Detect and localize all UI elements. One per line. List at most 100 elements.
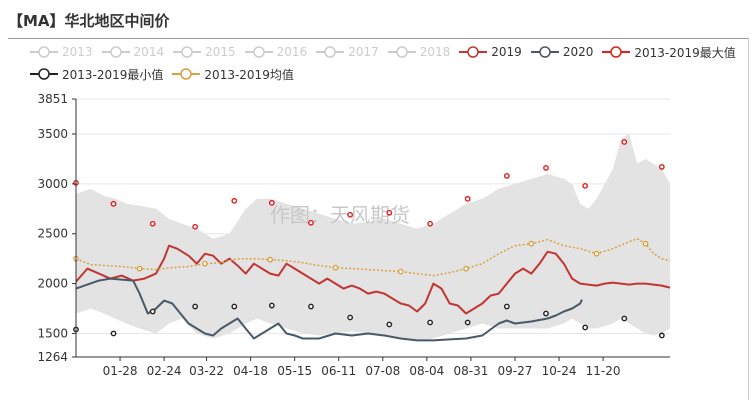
x-tick-label-5: 06-11	[321, 364, 356, 378]
legend-item-6[interactable]: 2018	[387, 41, 451, 63]
legend-label: 2013-2019最大值	[634, 45, 736, 60]
series-line-1	[75, 244, 671, 315]
range-band-area	[76, 134, 670, 342]
chart-legend: 2013 2014 2015 2016 2017 2018 2019 2020 2013-201…	[30, 41, 750, 85]
legend-label: 2017	[348, 45, 379, 59]
legend-item-3[interactable]: 2015	[173, 41, 236, 63]
point-3-5	[268, 199, 275, 206]
y-tick-label-1: 1500	[37, 326, 68, 340]
point-5-28	[528, 240, 535, 247]
point-3-11	[503, 172, 510, 179]
legend-label: 2018	[419, 45, 451, 59]
legend-line-circle-icon	[387, 45, 416, 59]
legend-item-1[interactable]: 2013	[30, 41, 93, 63]
point-3-1	[110, 200, 117, 207]
point-3-10	[464, 195, 471, 202]
point-4-15	[658, 332, 665, 339]
point-3-8	[386, 209, 393, 216]
x-tick-label-3: 04-18	[233, 364, 268, 378]
x-tick-label-8: 08-31	[453, 364, 488, 378]
legend-line-circle-icon	[30, 45, 58, 59]
x-tick-label-9: 09-27	[498, 364, 533, 378]
x-tick-label-2: 03-22	[189, 364, 224, 378]
x-tick-label-4: 05-15	[277, 364, 312, 378]
point-4-10	[464, 319, 471, 326]
minmax-band	[76, 134, 670, 342]
legend-item-8[interactable]: 2020	[530, 41, 594, 63]
legend-line-circle-icon	[602, 45, 631, 59]
point-3-7	[347, 211, 354, 218]
point-3-13	[582, 182, 589, 189]
point-5-24	[463, 265, 469, 272]
point-3-6	[308, 219, 314, 226]
right-border	[748, 38, 749, 400]
point-3-4	[231, 197, 238, 204]
legend-line-circle-icon	[101, 45, 130, 59]
point-3-14	[621, 139, 628, 145]
legend-label: 2013-2019均值	[204, 67, 294, 82]
point-5-12	[267, 256, 274, 263]
x-tick-label-1: 02-24	[147, 364, 182, 378]
legend-label: 2013	[62, 45, 93, 59]
y-tick-label-3: 2500	[37, 227, 68, 241]
point-4-1	[110, 330, 117, 337]
point-5-4	[136, 265, 143, 272]
legend-label: 2019	[491, 45, 522, 59]
legend-line-circle-icon	[244, 45, 273, 59]
y-tick-label-5: 3500	[37, 127, 68, 141]
point-4-14	[621, 315, 628, 322]
legend-label: 2020	[562, 45, 594, 59]
x-tick-label-11: 11-20	[586, 364, 621, 378]
legend-line-circle-icon	[530, 45, 559, 59]
point-5-8	[202, 260, 208, 267]
legend-item-2[interactable]: 2014	[101, 41, 165, 63]
point-4-2	[149, 308, 156, 315]
legend-item-11[interactable]: 2013-2019均值	[172, 63, 294, 85]
point-4-5	[268, 302, 275, 309]
x-tick-label-10: 10-24	[542, 364, 577, 378]
legend-line-circle-icon	[172, 67, 201, 81]
point-5-32	[593, 250, 600, 257]
series-markers	[73, 139, 665, 339]
point-4-11	[503, 303, 510, 310]
legend-line-circle-icon	[30, 67, 58, 81]
legend-line-circle-icon	[316, 45, 345, 59]
legend-item-9[interactable]: 2013-2019最大值	[602, 41, 736, 63]
point-4-13	[582, 324, 589, 331]
point-4-7	[347, 314, 354, 321]
legend-label: 2016	[276, 45, 308, 59]
legend-item-10[interactable]: 2013-2019最小值	[30, 63, 163, 85]
axes: 1264 1500 2000 2500 3000 3500 3851 01-28 02-24 03…	[37, 92, 670, 378]
series-lines	[75, 237, 671, 342]
point-5-36	[642, 240, 649, 247]
y-tick-label-4: 3000	[37, 177, 68, 191]
y-tick-label-6: 3851	[37, 92, 68, 106]
x-tick-label-7: 08-04	[409, 364, 444, 378]
point-4-8	[386, 321, 393, 328]
title-divider	[8, 38, 748, 39]
point-4-9	[427, 319, 434, 326]
point-5-16	[332, 264, 339, 271]
legend-label: 2013-2019最小值	[62, 67, 164, 82]
point-4-4	[231, 303, 238, 310]
point-3-2	[149, 220, 156, 227]
point-4-6	[308, 303, 314, 310]
legend-line-circle-icon	[173, 45, 202, 59]
legend-item-5[interactable]: 2017	[316, 41, 379, 63]
legend-label: 2014	[133, 45, 165, 59]
legend-item-7[interactable]: 2019	[459, 41, 522, 63]
watermark: 作图：天风期货	[270, 203, 410, 227]
series-line-5	[75, 237, 671, 277]
point-3-15	[658, 164, 665, 170]
point-5-20	[397, 268, 404, 275]
point-4-3	[192, 303, 199, 310]
x-tick-label-6: 07-08	[365, 364, 400, 378]
legend-item-4[interactable]: 2016	[244, 41, 308, 63]
y-tick-label-2: 2000	[37, 277, 68, 291]
point-3-12	[543, 165, 549, 171]
point-3-9	[427, 220, 434, 227]
page-title: 【MA】华北地区中间价	[8, 12, 170, 30]
series-line-2	[75, 277, 583, 342]
y-tick-label-0: 1264	[37, 350, 68, 364]
